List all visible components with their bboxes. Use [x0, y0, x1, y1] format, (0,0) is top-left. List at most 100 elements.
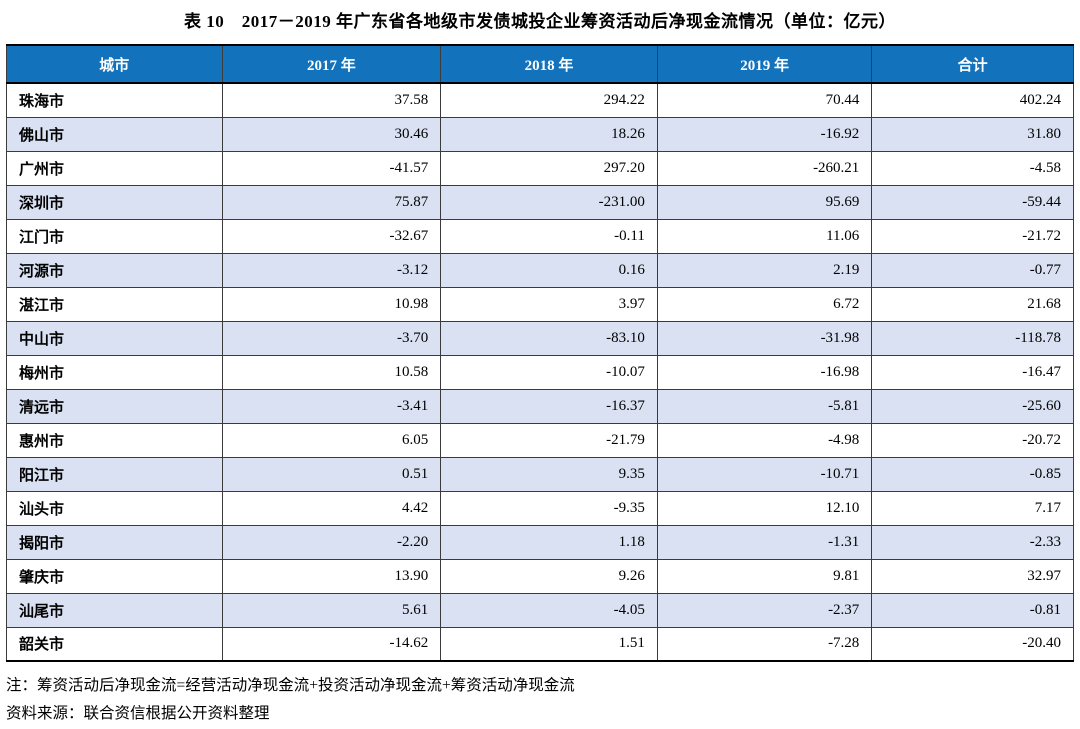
value-cell: -25.60	[871, 388, 1074, 424]
value-cell: -3.70	[221, 320, 442, 356]
value-cell: 294.22	[440, 82, 658, 118]
value-cell: -3.41	[221, 388, 442, 424]
value-cell: 95.69	[656, 184, 873, 220]
table-row: 韶关市 -14.62 1.51 -7.28 -20.40	[6, 626, 1074, 662]
table-row: 湛江市 10.98 3.97 6.72 21.68	[6, 286, 1074, 322]
value-cell: -3.12	[221, 252, 442, 288]
table-row: 广州市 -41.57 297.20 -260.21 -4.58	[6, 150, 1074, 186]
value-cell: 70.44	[656, 82, 873, 118]
column-header-2017: 2017 年	[221, 44, 442, 84]
value-cell: 9.81	[656, 558, 873, 594]
value-cell: -32.67	[221, 218, 442, 254]
value-cell: 4.42	[221, 490, 442, 526]
value-cell: 7.17	[871, 490, 1074, 526]
table-row: 阳江市 0.51 9.35 -10.71 -0.85	[6, 456, 1074, 492]
value-cell: 75.87	[221, 184, 442, 220]
table-row: 揭阳市 -2.20 1.18 -1.31 -2.33	[6, 524, 1074, 560]
value-cell: 0.16	[440, 252, 658, 288]
value-cell: -21.79	[440, 422, 658, 458]
value-cell: 10.98	[221, 286, 442, 322]
value-cell: -16.37	[440, 388, 658, 424]
table-body: 珠海市 37.58 294.22 70.44 402.24 佛山市 30.46 18.26 -1…	[6, 82, 1074, 662]
value-cell: -7.28	[656, 626, 873, 662]
table-row: 江门市 -32.67 -0.11 11.06 -21.72	[6, 218, 1074, 254]
value-cell: 6.72	[656, 286, 873, 322]
column-header-city: 城市	[6, 44, 223, 84]
table-row: 汕尾市 5.61 -4.05 -2.37 -0.81	[6, 592, 1074, 628]
footnotes: 注：筹资活动后净现金流=经营活动净现金流+投资活动净现金流+筹资活动净现金流 资…	[6, 672, 1074, 728]
value-cell: 9.26	[440, 558, 658, 594]
value-cell: 32.97	[871, 558, 1074, 594]
value-cell: -21.72	[871, 218, 1074, 254]
value-cell: 6.05	[221, 422, 442, 458]
city-cell: 中山市	[6, 320, 223, 356]
value-cell: 13.90	[221, 558, 442, 594]
value-cell: -2.33	[871, 524, 1074, 560]
value-cell: -5.81	[656, 388, 873, 424]
table-row: 惠州市 6.05 -21.79 -4.98 -20.72	[6, 422, 1074, 458]
value-cell: 3.97	[440, 286, 658, 322]
value-cell: 5.61	[221, 592, 442, 628]
table-title: 表 10 2017－2019 年广东省各地级市发债城投企业筹资活动后净现金流情况…	[184, 12, 896, 31]
table-row: 肇庆市 13.90 9.26 9.81 32.97	[6, 558, 1074, 594]
value-cell: -118.78	[871, 320, 1074, 356]
value-cell: -0.85	[871, 456, 1074, 492]
city-cell: 广州市	[6, 150, 223, 186]
value-cell: -16.92	[656, 116, 873, 152]
value-cell: 1.51	[440, 626, 658, 662]
value-cell: 1.18	[440, 524, 658, 560]
city-cell: 汕尾市	[6, 592, 223, 628]
table-row: 河源市 -3.12 0.16 2.19 -0.77	[6, 252, 1074, 288]
city-cell: 湛江市	[6, 286, 223, 322]
header-row: 城市 2017 年 2018 年 2019 年 合计	[6, 44, 1074, 84]
value-cell: 11.06	[656, 218, 873, 254]
value-cell: -20.72	[871, 422, 1074, 458]
city-cell: 阳江市	[6, 456, 223, 492]
value-cell: 9.35	[440, 456, 658, 492]
value-cell: 18.26	[440, 116, 658, 152]
city-cell: 珠海市	[6, 82, 223, 118]
data-table: 城市 2017 年 2018 年 2019 年 合计 珠海市 37.58 294.2…	[6, 44, 1074, 662]
value-cell: -4.98	[656, 422, 873, 458]
value-cell: 31.80	[871, 116, 1074, 152]
value-cell: 10.58	[221, 354, 442, 390]
value-cell: -2.20	[221, 524, 442, 560]
table-row: 清远市 -3.41 -16.37 -5.81 -25.60	[6, 388, 1074, 424]
value-cell: -0.81	[871, 592, 1074, 628]
value-cell: -31.98	[656, 320, 873, 356]
value-cell: -4.58	[871, 150, 1074, 186]
table-row: 汕头市 4.42 -9.35 12.10 7.17	[6, 490, 1074, 526]
city-cell: 汕头市	[6, 490, 223, 526]
city-cell: 清远市	[6, 388, 223, 424]
value-cell: -20.40	[871, 626, 1074, 662]
value-cell: -16.47	[871, 354, 1074, 390]
column-header-total: 合计	[871, 44, 1074, 84]
footnote-definition: 注：筹资活动后净现金流=经营活动净现金流+投资活动净现金流+筹资活动净现金流	[6, 677, 575, 694]
value-cell: 297.20	[440, 150, 658, 186]
value-cell: -10.07	[440, 354, 658, 390]
city-cell: 江门市	[6, 218, 223, 254]
value-cell: -0.77	[871, 252, 1074, 288]
value-cell: 0.51	[221, 456, 442, 492]
city-cell: 佛山市	[6, 116, 223, 152]
value-cell: 12.10	[656, 490, 873, 526]
footnote-source: 资料来源：联合资信根据公开资料整理	[6, 705, 270, 722]
value-cell: -231.00	[440, 184, 658, 220]
city-cell: 梅州市	[6, 354, 223, 390]
value-cell: -0.11	[440, 218, 658, 254]
column-header-2019: 2019 年	[656, 44, 873, 84]
value-cell: 37.58	[221, 82, 442, 118]
value-cell: -16.98	[656, 354, 873, 390]
value-cell: -2.37	[656, 592, 873, 628]
city-cell: 揭阳市	[6, 524, 223, 560]
value-cell: -260.21	[656, 150, 873, 186]
value-cell: -1.31	[656, 524, 873, 560]
city-cell: 惠州市	[6, 422, 223, 458]
value-cell: -4.05	[440, 592, 658, 628]
table-row: 深圳市 75.87 -231.00 95.69 -59.44	[6, 184, 1074, 220]
value-cell: 402.24	[871, 82, 1074, 118]
value-cell: 2.19	[656, 252, 873, 288]
table-row: 梅州市 10.58 -10.07 -16.98 -16.47	[6, 354, 1074, 390]
value-cell: 30.46	[221, 116, 442, 152]
